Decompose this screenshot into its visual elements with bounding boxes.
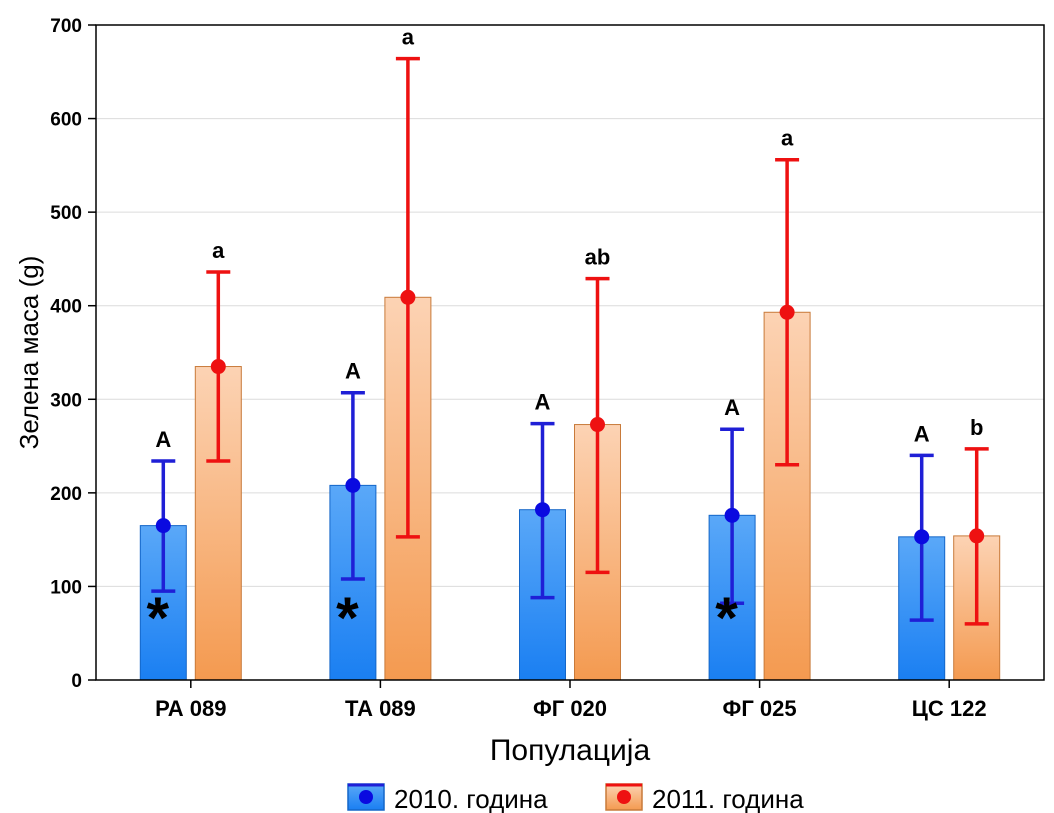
x-tick-label: ФГ 020 — [533, 696, 607, 721]
y-tick-label: 200 — [50, 484, 82, 505]
significance-label: A — [724, 395, 740, 420]
asterisk-annotation: * — [715, 586, 738, 651]
significance-label: b — [970, 415, 983, 440]
mean-markers — [155, 289, 985, 545]
annotation-stars: * * * — [147, 586, 739, 651]
y-tick-label: 0 — [71, 671, 82, 692]
significance-label: a — [402, 25, 415, 50]
y-tick-label: 300 — [50, 390, 82, 411]
bars — [139, 296, 1001, 681]
legend-swatch — [605, 783, 643, 811]
x-tick-label: РА 089 — [155, 696, 226, 721]
mean-marker — [155, 518, 171, 534]
legend-label: 2011. година — [652, 784, 804, 813]
mean-marker — [590, 417, 605, 433]
mean-marker — [969, 528, 985, 544]
x-axis-ticks: РА 089 ТА 089 ФГ 020 ФГ 025 ЦС 122 — [155, 680, 987, 721]
legend-marker — [617, 790, 631, 804]
mean-marker — [210, 359, 226, 375]
x-tick-label: ФГ 025 — [723, 696, 797, 721]
x-tick-label: ТА 089 — [345, 696, 416, 721]
mean-marker — [400, 289, 416, 305]
x-tick-label: ЦС 122 — [912, 696, 987, 721]
y-tick-label: 100 — [50, 577, 82, 598]
significance-label: A — [345, 359, 361, 384]
mean-marker — [535, 502, 550, 518]
significance-label: A — [535, 390, 551, 415]
significance-label: a — [212, 238, 225, 263]
significance-label: a — [781, 126, 794, 151]
significance-label: A — [155, 427, 171, 452]
y-axis-ticks: 0 100 200 300 400 500 600 700 — [50, 16, 96, 692]
gridlines — [96, 118, 1044, 587]
mean-marker — [914, 529, 930, 545]
legend: 2010. година 2011. година — [347, 783, 804, 813]
mean-marker — [724, 507, 740, 523]
y-axis-title: Зелена маса (g) — [14, 256, 44, 450]
asterisk-annotation: * — [147, 586, 170, 651]
y-tick-label: 600 — [50, 110, 82, 131]
significance-labels: Aa Aa Aab Aa A b — [155, 25, 983, 452]
legend-label: 2010. година — [394, 784, 548, 813]
x-axis-title: Популација — [490, 734, 651, 767]
mean-marker — [345, 477, 361, 493]
y-tick-label: 700 — [50, 16, 82, 37]
mean-marker — [779, 304, 795, 320]
y-tick-label: 400 — [50, 297, 82, 318]
y-tick-label: 500 — [50, 203, 82, 224]
error-bars — [151, 56, 989, 626]
significance-label: A — [914, 421, 930, 446]
legend-marker — [359, 790, 373, 804]
asterisk-annotation: * — [336, 586, 359, 651]
significance-label: ab — [585, 245, 611, 270]
